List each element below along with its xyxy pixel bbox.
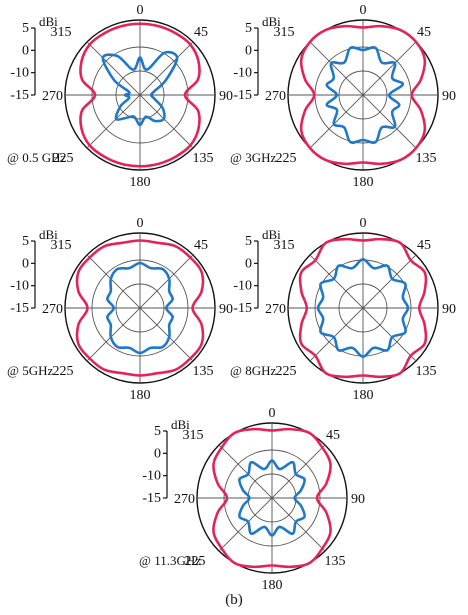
angle-label-270: 270 [265, 302, 286, 317]
grid-spoke [309, 41, 417, 149]
angle-label-180: 180 [130, 175, 151, 190]
grid-spoke [309, 254, 417, 362]
unit-label: dBi [39, 14, 58, 29]
angle-label-90: 90 [351, 492, 365, 507]
angle-label-0: 0 [137, 216, 144, 231]
frequency-label: @ 3GHz [230, 150, 276, 165]
grid-spoke [218, 444, 326, 552]
scale-tick-label: -10 [142, 469, 161, 484]
angle-label-225: 225 [53, 364, 74, 379]
angle-label-90: 90 [442, 89, 456, 104]
angle-label-45: 45 [326, 428, 340, 443]
red-trace [212, 427, 332, 569]
scale-tick-label: 5 [22, 234, 29, 249]
frequency-label: @ 8GHz [230, 363, 276, 378]
scale-tick-label: 5 [245, 234, 252, 249]
scale-tick-label: 0 [245, 256, 252, 271]
angle-label-0: 0 [269, 406, 276, 421]
angle-label-315: 315 [274, 238, 295, 253]
blue-trace [238, 459, 306, 537]
unit-label: dBi [262, 227, 281, 242]
grid-spoke [86, 41, 194, 149]
polar-chart-2: 0 45 90 135 180 225 270 315 5 0 -10 -15 dBi @ 3GHz [230, 3, 456, 190]
angle-label-0: 0 [360, 216, 367, 231]
angle-label-270: 270 [42, 302, 63, 317]
scale-tick-label: 0 [154, 446, 161, 461]
figure-label: (b) [225, 592, 243, 608]
angle-label-45: 45 [194, 25, 208, 40]
angle-label-315: 315 [51, 238, 72, 253]
angle-label-270: 270 [42, 89, 63, 104]
angle-label-0: 0 [137, 3, 144, 18]
scale-tick-label: 0 [22, 256, 29, 271]
red-trace [75, 239, 205, 377]
scale-tick-label: -15 [233, 301, 252, 316]
angle-label-90: 90 [219, 302, 233, 317]
angle-label-315: 315 [51, 25, 72, 40]
angle-label-270: 270 [265, 89, 286, 104]
scale-tick-label: -15 [10, 301, 29, 316]
unit-label: dBi [39, 227, 58, 242]
blue-trace [325, 46, 405, 144]
blue-trace [101, 50, 179, 127]
scale-tick-label: 5 [154, 424, 161, 439]
polar-chart-3: 0 45 90 135 180 225 270 315 5 0 -10 -15 dBi @ 5GHz [7, 216, 233, 403]
red-trace [299, 24, 427, 166]
angle-label-90: 90 [219, 89, 233, 104]
scale-tick-label: 5 [22, 21, 29, 36]
angle-label-180: 180 [262, 578, 283, 593]
frequency-label: @ 5GHz [7, 363, 53, 378]
angle-label-270: 270 [174, 492, 195, 507]
angle-label-90: 90 [442, 302, 456, 317]
angle-label-315: 315 [183, 428, 204, 443]
frequency-label: @ 0.5 GHz [7, 150, 66, 165]
angle-label-180: 180 [353, 388, 374, 403]
polar-chart-4: 0 45 90 135 180 225 270 315 5 0 -10 -15 dBi @ 8GHz [230, 216, 456, 403]
angle-label-135: 135 [416, 151, 437, 166]
angle-label-45: 45 [194, 238, 208, 253]
angle-label-225: 225 [53, 151, 74, 166]
angle-label-135: 135 [193, 151, 214, 166]
angle-label-225: 225 [276, 364, 297, 379]
angle-label-315: 315 [274, 25, 295, 40]
angle-label-180: 180 [353, 175, 374, 190]
scale-tick-label: 0 [245, 43, 252, 58]
angle-label-180: 180 [130, 388, 151, 403]
angle-label-0: 0 [360, 3, 367, 18]
scale-tick-label: -10 [10, 279, 29, 294]
polar-chart-1: 0 45 90 135 180 225 270 315 5 0 -10 -15 dBi @ 0.5 GHz [7, 3, 233, 190]
scale-tick-label: -10 [10, 66, 29, 81]
angle-label-225: 225 [276, 151, 297, 166]
grid-spoke [86, 254, 194, 362]
angle-label-135: 135 [193, 364, 214, 379]
blue-trace [106, 261, 174, 355]
scale-tick-label: -15 [142, 491, 161, 506]
scale-tick-label: -15 [233, 88, 252, 103]
polar-chart-5: 0 45 90 135 180 225 270 315 5 0 -10 -15 dBi @ 11.3GHz [139, 406, 365, 593]
scale-tick-label: 0 [22, 43, 29, 58]
frequency-label: @ 11.3GHz [139, 553, 201, 568]
scale-tick-label: -10 [233, 66, 252, 81]
red-trace [298, 237, 428, 379]
angle-label-45: 45 [417, 25, 431, 40]
angle-label-225: 225 [185, 554, 206, 569]
blue-trace [316, 257, 410, 359]
scale-tick-label: -10 [233, 279, 252, 294]
red-trace [79, 22, 201, 168]
scale-tick-label: 5 [245, 21, 252, 36]
angle-label-135: 135 [416, 364, 437, 379]
unit-label: dBi [262, 14, 281, 29]
unit-label: dBi [171, 417, 190, 432]
scale-tick-label: -15 [10, 88, 29, 103]
angle-label-45: 45 [417, 238, 431, 253]
angle-label-135: 135 [325, 554, 346, 569]
